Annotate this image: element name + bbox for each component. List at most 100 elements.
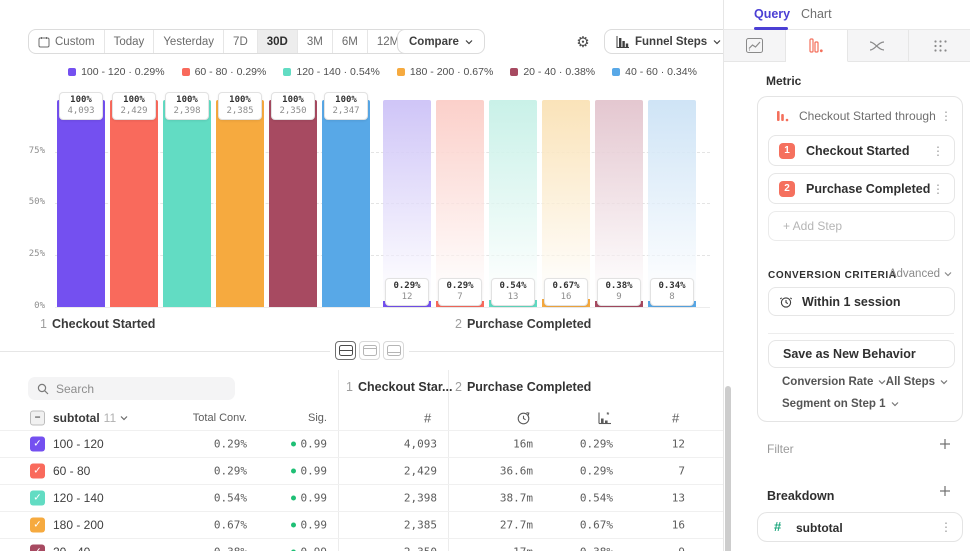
- layout-chart-button[interactable]: [359, 341, 380, 360]
- main-area: Custom Today Yesterday 7D 30D 3M 6M 12M …: [0, 0, 723, 551]
- bar-step2[interactable]: 0.38%9: [595, 90, 643, 307]
- gear-icon[interactable]: ⚙: [571, 31, 595, 53]
- bar-ghost: [436, 100, 484, 307]
- funnel-chart-type-button[interactable]: [786, 30, 848, 62]
- table-row[interactable]: ✓ 120 - 140 0.54% 0.99 2,398 38.7m 0.54%…: [0, 484, 723, 511]
- add-step-button[interactable]: + Add Step: [768, 211, 955, 241]
- step2-count: 7: [620, 465, 685, 478]
- row-label: 60 - 80: [53, 464, 90, 478]
- layout-split-button[interactable]: [335, 341, 356, 360]
- conversion-rate: 0.67%: [540, 519, 613, 532]
- bar-ghost: [383, 100, 431, 307]
- count-icon[interactable]: #: [672, 410, 679, 425]
- bar-tooltip: 100%2,429: [112, 92, 156, 120]
- row-checkbox[interactable]: ✓: [30, 464, 45, 479]
- bar-step2[interactable]: 0.29%12: [383, 90, 431, 307]
- bar-tooltip: 100%2,385: [218, 92, 262, 120]
- retention-chart-type-button[interactable]: [909, 30, 970, 62]
- group-by-dropdown[interactable]: subtotal 11: [53, 411, 128, 425]
- chevron-down-icon: [891, 400, 899, 408]
- bar-tooltip: 100%2,347: [324, 92, 368, 120]
- bar-step1[interactable]: 100%4,093: [57, 90, 105, 307]
- date-range-custom[interactable]: Custom: [29, 30, 105, 53]
- bar-step2[interactable]: 0.67%16: [542, 90, 590, 307]
- tab-chart[interactable]: Chart: [801, 7, 832, 21]
- table-row[interactable]: ✓ 60 - 80 0.29% 0.99 2,429 36.6m 0.29% 7: [0, 457, 723, 484]
- count-icon[interactable]: #: [424, 410, 431, 425]
- row-checkbox[interactable]: ✓: [30, 545, 45, 551]
- chevron-down-icon: [944, 270, 952, 278]
- funnel-steps-button[interactable]: Funnel Steps: [604, 29, 733, 54]
- step-card-1[interactable]: 1 Checkout Started ⋮: [768, 135, 955, 166]
- x-axis-step1-label: 1Checkout Started: [40, 317, 155, 331]
- row-checkbox[interactable]: ✓: [30, 518, 45, 533]
- legend-item[interactable]: 120 - 140 · 0.54%: [283, 66, 379, 78]
- add-breakdown-icon[interactable]: [939, 485, 953, 499]
- kebab-menu-icon[interactable]: ⋮: [940, 109, 952, 123]
- total-conv-header[interactable]: Total Conv.: [180, 412, 247, 424]
- step-card-2[interactable]: 2 Purchase Completed ⋮: [768, 173, 955, 204]
- bar-ghost: [489, 100, 537, 307]
- date-range-7d[interactable]: 7D: [224, 30, 258, 53]
- time-to-convert-icon[interactable]: [516, 410, 531, 425]
- breakdown-subtotal-card[interactable]: # subtotal ⋮: [757, 512, 963, 542]
- bar-ghost: [595, 100, 643, 307]
- legend-item[interactable]: 20 - 40 · 0.38%: [510, 66, 595, 78]
- bar-step1[interactable]: 100%2,398: [163, 90, 211, 307]
- tab-query[interactable]: Query: [754, 7, 790, 21]
- funnel-metric-row[interactable]: Checkout Started through Purch...: [776, 105, 948, 127]
- row-checkbox[interactable]: ✓: [30, 437, 45, 452]
- kebab-menu-icon[interactable]: ⋮: [940, 520, 952, 534]
- row-checkbox[interactable]: ✓: [30, 491, 45, 506]
- sig-header[interactable]: Sig.: [260, 412, 327, 424]
- legend-item[interactable]: 40 - 60 · 0.34%: [612, 66, 697, 78]
- date-range-6m[interactable]: 6M: [333, 30, 368, 53]
- legend-swatch: [397, 68, 405, 76]
- all-steps-dropdown[interactable]: All Steps: [886, 376, 948, 388]
- date-range-yesterday[interactable]: Yesterday: [154, 30, 224, 53]
- conversion-rate-icon[interactable]: *: [597, 410, 613, 425]
- breakdown-property-label: subtotal: [796, 521, 843, 535]
- insights-chart-type-button[interactable]: [724, 30, 786, 62]
- bar-step1[interactable]: 100%2,350: [269, 90, 317, 307]
- add-filter-icon[interactable]: [939, 438, 953, 452]
- segment-on-step-dropdown[interactable]: Segment on Step 1: [782, 398, 899, 410]
- save-behavior-button[interactable]: Save as New Behavior: [768, 340, 955, 368]
- compare-button[interactable]: Compare: [397, 29, 485, 54]
- date-range-3m[interactable]: 3M: [298, 30, 333, 53]
- advanced-dropdown[interactable]: Advanced: [889, 268, 952, 280]
- layout-toggle-group: [330, 341, 409, 360]
- kebab-menu-icon[interactable]: ⋮: [932, 182, 944, 196]
- legend-item[interactable]: 100 - 120 · 0.29%: [68, 66, 164, 78]
- bar-step2[interactable]: 0.29%7: [436, 90, 484, 307]
- conversion-rate-dropdown[interactable]: Conversion Rate: [782, 376, 886, 388]
- legend-item[interactable]: 60 - 80 · 0.29%: [182, 66, 267, 78]
- table-row[interactable]: ✓ 20 - 40 0.38% 0.99 2,350 17m 0.38% 9: [0, 538, 723, 551]
- line-chart-icon: [746, 38, 763, 53]
- conversion-rate: 0.29%: [540, 438, 613, 451]
- step1-bar-group: 100%4,093 100%2,429 100%2,398 100%2,385 …: [57, 90, 370, 307]
- search-input[interactable]: [56, 382, 216, 396]
- date-range-today[interactable]: Today: [105, 30, 155, 53]
- flow-chart-type-button[interactable]: [848, 30, 910, 62]
- kebab-menu-icon[interactable]: ⋮: [932, 144, 944, 158]
- layout-table-button[interactable]: [383, 341, 404, 360]
- bar-step2[interactable]: 0.54%13: [489, 90, 537, 307]
- row-label: 120 - 140: [53, 491, 104, 505]
- sidebar-scrollbar[interactable]: [725, 386, 731, 551]
- flow-icon: [869, 39, 886, 53]
- table-row[interactable]: ✓ 100 - 120 0.29% 0.99 4,093 16m 0.29% 1…: [0, 430, 723, 457]
- bar-step1[interactable]: 100%2,347: [322, 90, 370, 307]
- within-session-dropdown[interactable]: Within 1 session: [768, 287, 955, 316]
- date-range-30d[interactable]: 30D: [258, 30, 298, 53]
- bar-step1[interactable]: 100%2,429: [110, 90, 158, 307]
- legend-item[interactable]: 180 - 200 · 0.67%: [397, 66, 493, 78]
- bar-step1[interactable]: 100%2,385: [216, 90, 264, 307]
- step1-count: 4,093: [360, 438, 437, 451]
- bar-step2[interactable]: 0.34%8: [648, 90, 696, 307]
- bar-tooltip: 100%2,398: [165, 92, 209, 120]
- table-row[interactable]: ✓ 180 - 200 0.67% 0.99 2,385 27.7m 0.67%…: [0, 511, 723, 538]
- step2-count: 9: [620, 546, 685, 551]
- select-all-checkbox[interactable]: −: [30, 410, 45, 425]
- chevron-down-icon: [713, 38, 721, 46]
